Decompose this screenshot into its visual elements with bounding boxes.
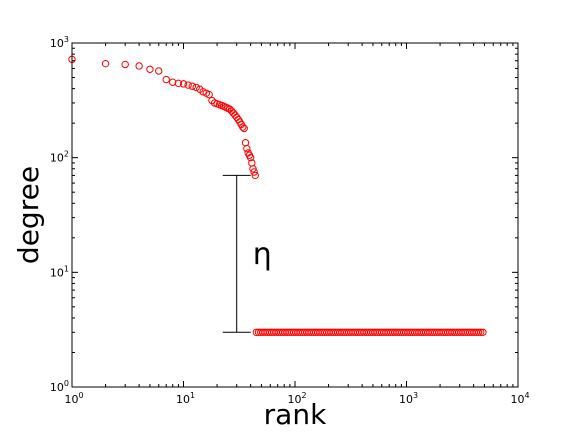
x-tick-label: 104 — [510, 391, 529, 406]
y-tick-label: 100 — [50, 379, 69, 394]
data-point-tail — [477, 328, 485, 336]
data-point — [135, 62, 143, 70]
data-point — [208, 96, 216, 105]
data-point — [155, 67, 163, 75]
data-point — [146, 65, 154, 73]
y-tick-label: 101 — [50, 264, 69, 279]
data-point-tail — [474, 328, 483, 336]
data-point — [246, 153, 255, 162]
data-point — [168, 78, 177, 86]
y-axis-title: degree — [12, 166, 45, 264]
annotation-label: η — [253, 237, 272, 272]
data-point — [241, 139, 250, 147]
data-point-tail — [479, 328, 487, 336]
data-point — [184, 81, 192, 89]
data-point — [174, 79, 183, 88]
data-point — [188, 82, 197, 90]
data-point — [249, 165, 257, 173]
x-tick-label: 100 — [64, 391, 83, 406]
data-point — [162, 75, 170, 84]
y-tick-label: 103 — [50, 35, 69, 50]
data-point — [251, 171, 259, 180]
x-tick-label: 103 — [399, 391, 418, 406]
x-axis-title: rank — [264, 398, 327, 431]
data-point — [243, 144, 251, 153]
data-point — [121, 60, 129, 69]
data-point — [101, 59, 110, 68]
ticks-layer: 100 101 102 103 104 100 101 102 103 — [50, 35, 530, 406]
x-tick-label: 102 — [287, 391, 306, 406]
data-point — [179, 80, 188, 88]
y-tick-label: 102 — [50, 150, 69, 165]
data-point — [239, 123, 247, 131]
data-point — [229, 109, 238, 117]
data-point — [240, 124, 248, 133]
data-point — [205, 90, 213, 99]
data-point — [250, 168, 258, 176]
data-point — [192, 83, 200, 92]
marks-layer — [68, 55, 487, 336]
x-tick-label: 101 — [176, 391, 195, 406]
annotation-layer: η — [222, 174, 272, 333]
